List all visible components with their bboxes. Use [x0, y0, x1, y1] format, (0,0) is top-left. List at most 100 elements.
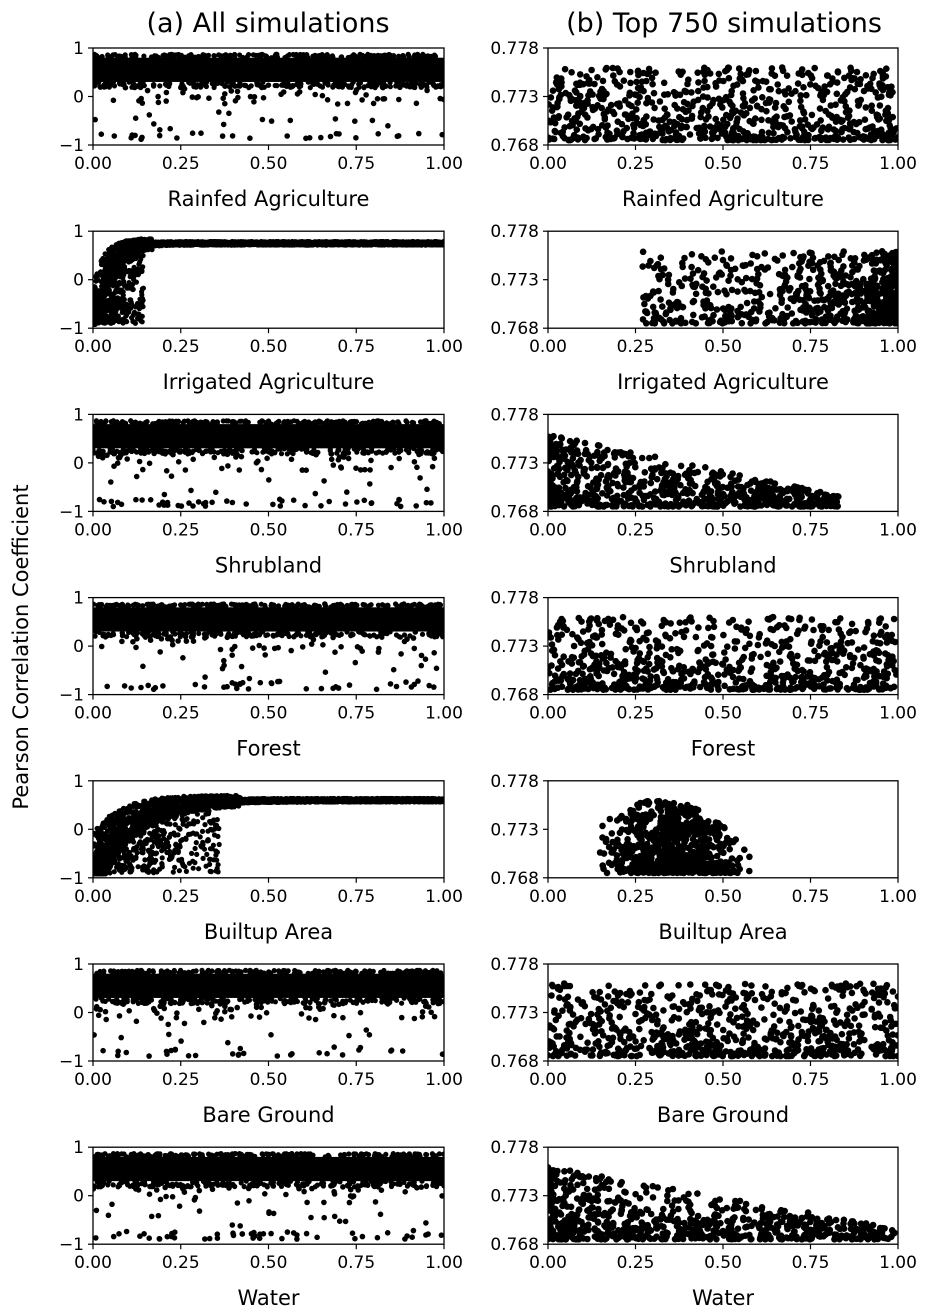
data-point [144, 87, 151, 94]
data-point [414, 240, 420, 246]
data-point [355, 54, 361, 60]
y-tick-label: 0.773 [490, 88, 539, 108]
data-point [723, 290, 730, 298]
data-point [616, 103, 623, 110]
data-point [228, 240, 234, 246]
data-point [119, 303, 125, 309]
data-point [109, 253, 115, 259]
data-point [150, 82, 157, 88]
data-point [151, 121, 157, 127]
data-point [568, 69, 575, 76]
data-point [93, 284, 98, 290]
data-point [137, 84, 144, 91]
data-point [361, 242, 367, 248]
data-point [755, 298, 762, 305]
data-point [251, 99, 257, 105]
data-point [779, 310, 786, 318]
data-point [647, 131, 654, 139]
data-point [819, 277, 826, 285]
data-point [176, 51, 182, 58]
data-point [136, 238, 142, 244]
panel-b-rainfed-agriculture-points [548, 64, 898, 144]
data-point [128, 305, 134, 311]
data-point [738, 76, 746, 83]
data-point [652, 69, 659, 76]
data-point [122, 269, 128, 275]
data-point [845, 125, 853, 133]
data-point [627, 68, 634, 76]
data-point [812, 82, 819, 90]
data-point [627, 134, 635, 142]
data-point [678, 116, 686, 123]
data-point [387, 80, 393, 86]
data-point [694, 87, 702, 95]
data-point [209, 81, 215, 87]
data-point [290, 83, 296, 89]
data-point [121, 297, 127, 303]
data-point [285, 239, 292, 245]
data-point [874, 127, 882, 135]
data-point [648, 74, 656, 82]
data-point [825, 123, 833, 131]
data-point [378, 55, 384, 61]
data-point [716, 125, 723, 133]
data-point [862, 72, 870, 79]
data-point [722, 93, 730, 101]
data-point [681, 254, 688, 262]
data-point [317, 240, 323, 246]
data-point [893, 125, 898, 132]
data-point [109, 270, 115, 276]
data-point [765, 96, 773, 103]
data-point [162, 240, 168, 246]
data-point [745, 67, 753, 74]
data-point [656, 98, 664, 105]
data-point [768, 70, 775, 77]
data-point [580, 133, 587, 140]
data-point [433, 241, 439, 247]
data-point [232, 54, 238, 61]
data-point [860, 136, 868, 143]
data-point [263, 241, 270, 247]
data-point [677, 135, 685, 142]
data-point [648, 99, 656, 106]
x-tick-label: 0.75 [337, 337, 375, 357]
panel-b-irrigated-agriculture-points [639, 248, 898, 327]
data-point [318, 134, 324, 141]
data-point [684, 100, 691, 108]
data-point [382, 52, 388, 58]
data-point [841, 98, 848, 105]
data-point [763, 107, 770, 115]
data-point [817, 290, 824, 297]
data-point [110, 97, 117, 104]
data-point [161, 52, 167, 58]
data-point [722, 123, 729, 131]
data-point [351, 240, 357, 246]
data-point [93, 315, 98, 321]
data-point [422, 53, 428, 59]
data-point [571, 87, 579, 94]
data-point [847, 273, 854, 281]
data-point [363, 92, 369, 98]
data-point [775, 270, 783, 278]
data-point [611, 78, 619, 85]
data-point [887, 125, 894, 132]
dense-point-band [93, 57, 444, 82]
data-point [96, 306, 103, 312]
data-point [348, 54, 354, 60]
data-point [719, 256, 727, 264]
data-point [808, 111, 816, 119]
data-point [867, 131, 875, 138]
data-point [743, 299, 751, 307]
data-point [139, 100, 146, 106]
data-point [752, 115, 759, 122]
data-point [588, 66, 595, 74]
data-point [234, 242, 240, 248]
data-point [801, 136, 809, 144]
data-point [844, 88, 851, 96]
data-point [108, 248, 115, 254]
data-point [752, 67, 760, 75]
data-point [872, 89, 879, 96]
data-point [105, 253, 111, 259]
data-point [686, 131, 694, 138]
